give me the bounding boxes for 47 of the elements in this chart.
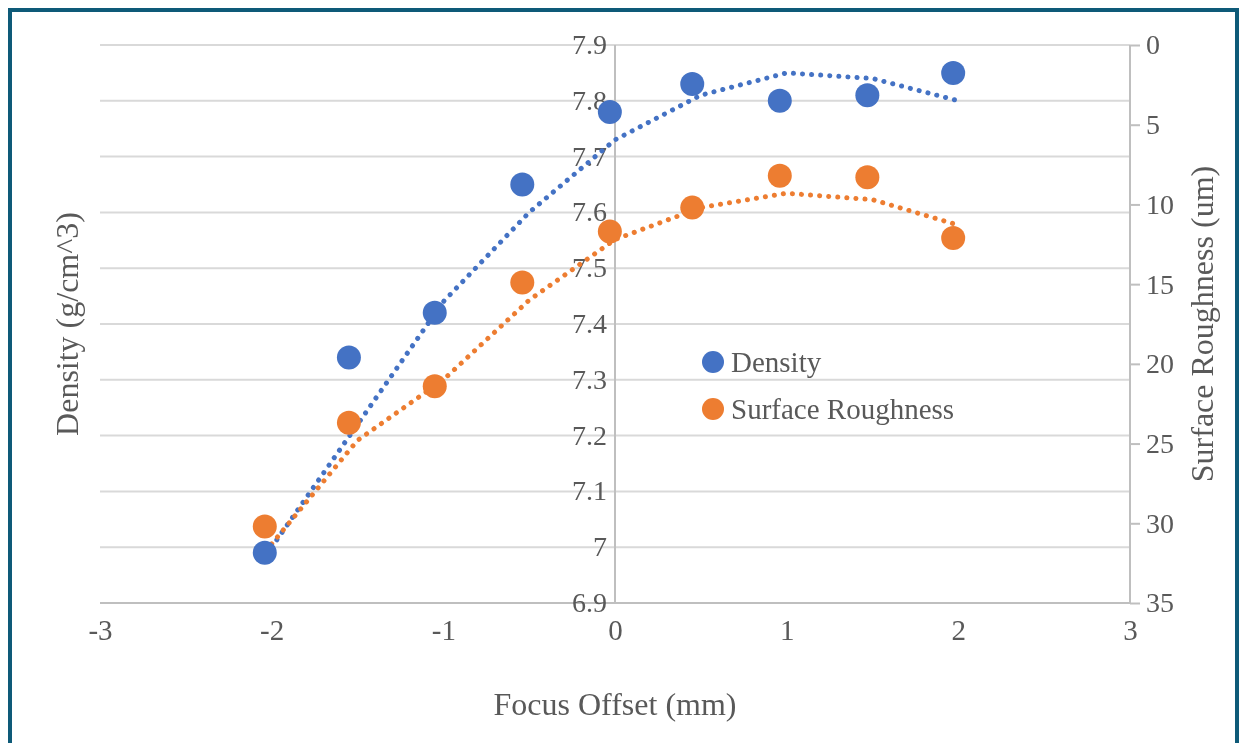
y-tick-label: 7.7: [572, 140, 607, 172]
point: [252, 540, 277, 565]
y-tick-label: 7.6: [572, 196, 607, 228]
y2-tick-label: 5: [1146, 109, 1160, 141]
y2-tick-label: 30: [1146, 507, 1174, 539]
point: [855, 165, 880, 190]
y2-axis-title: Surface Roughness (um): [1184, 165, 1220, 483]
point: [510, 270, 535, 295]
x-tick-label: 2: [951, 613, 967, 646]
point: [941, 60, 966, 85]
point: [252, 514, 277, 539]
point: [941, 225, 966, 250]
y2-tick-label: 25: [1146, 428, 1174, 460]
y2-tick-label: 35: [1146, 587, 1174, 619]
point: [422, 300, 447, 325]
y2-tick-label: 15: [1146, 268, 1174, 300]
y-tick-label: 7.4: [572, 308, 607, 339]
point: [336, 345, 361, 370]
point: [680, 195, 705, 220]
y2-tick-label: 20: [1146, 348, 1174, 380]
y2-tick-label: 0: [1146, 29, 1160, 61]
point: [767, 163, 792, 188]
x-tick-label: -1: [431, 613, 456, 646]
point: [767, 88, 792, 113]
x-tick-label: -2: [260, 613, 285, 646]
y2-tick-label: 10: [1146, 188, 1174, 220]
x-axis-title: Focus Offset (mm): [493, 686, 737, 722]
x-tick-label: -3: [88, 613, 113, 646]
y-tick-label: 7.3: [572, 363, 607, 395]
point: [680, 72, 705, 97]
point: [510, 172, 535, 197]
legend-label: Density: [731, 346, 822, 378]
point: [336, 410, 361, 435]
point: [422, 374, 447, 399]
y-tick-label: 6.9: [572, 587, 607, 618]
y-tick-label: 7.1: [572, 475, 607, 507]
y-tick-label: 7.2: [572, 419, 607, 451]
point: [597, 219, 622, 244]
x-tick-label: 1: [779, 613, 795, 646]
point: [855, 83, 880, 108]
y-tick-label: 7.5: [572, 252, 607, 284]
y-tick-label: 7: [593, 531, 607, 563]
y-axis-title: Density (g/cm^3): [49, 212, 85, 436]
y-tick-label: 7.9: [572, 29, 607, 60]
x-tick-label: 0: [608, 613, 623, 646]
x-tick-label: 3: [1123, 613, 1138, 646]
legend-label: Surface Roughness: [731, 393, 955, 425]
